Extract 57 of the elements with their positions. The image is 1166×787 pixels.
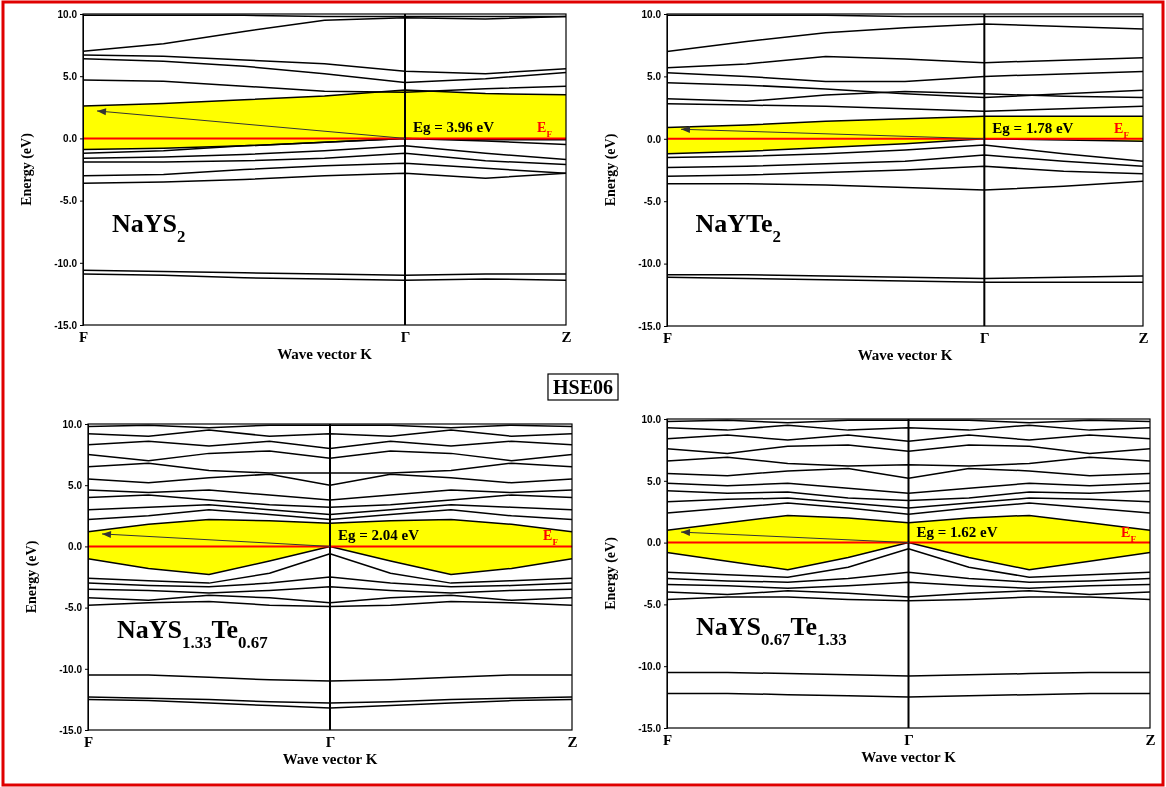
text: NaYS$_{2}$ (111, 208, 186, 246)
x-tick-label: F (83, 733, 94, 750)
text: NaYS$_{0.67}$Te$_{1.33}$ (695, 612, 847, 649)
x-tick-label: F (662, 329, 673, 346)
y-tick-label: 5.0 (647, 71, 662, 83)
y-tick-label: 0.0 (647, 133, 662, 145)
y-tick-label: -10.0 (638, 258, 662, 270)
y-tick-label: 0.0 (63, 133, 78, 145)
text: NaYTe$_{2}$ (695, 209, 782, 246)
x-tick-label: F (78, 328, 89, 345)
x-axis-title: Wave vector K (277, 346, 373, 362)
x-tick-label: F (662, 731, 673, 748)
y-tick-label: -15.0 (59, 724, 83, 736)
y-tick-label: 10.0 (57, 8, 78, 20)
x-tick-label: Γ (325, 733, 336, 750)
y-tick-label: -10.0 (59, 663, 83, 675)
y-tick-label: -5.0 (64, 602, 83, 614)
annotation: Eg = 1.62 eV (916, 523, 998, 540)
y-tick-label: -5.0 (643, 195, 662, 207)
annotation: Eg = 2.04 eV (338, 527, 420, 544)
y-tick-label: -15.0 (638, 320, 662, 332)
x-axis-title: Wave vector K (282, 751, 378, 767)
annotation: Eg = 3.96 eV (413, 119, 495, 136)
y-tick-label: 10.0 (641, 413, 662, 425)
y-tick-label: -5.0 (59, 195, 78, 207)
y-tick-label: -15.0 (638, 722, 662, 734)
x-tick-label: Z (567, 733, 578, 750)
y-axis-title: Energy (eV) (603, 133, 619, 207)
x-tick-label: Γ (400, 328, 411, 345)
y-tick-label: -10.0 (638, 660, 662, 672)
x-tick-label: Z (1138, 329, 1149, 346)
x-axis-title: Wave vector K (861, 749, 957, 765)
ref-line-label: E$_{F}$ (1114, 120, 1130, 140)
y-tick-label: 5.0 (63, 70, 78, 82)
text: HSE06 (552, 376, 614, 398)
ref-line-label: E$_{F}$ (543, 528, 559, 548)
annotation: Eg = 1.78 eV (992, 119, 1074, 136)
y-axis-title: Energy (eV) (24, 540, 40, 614)
y-tick-label: -5.0 (643, 599, 662, 611)
y-tick-label: 10.0 (641, 8, 662, 20)
y-tick-label: 5.0 (647, 475, 662, 487)
y-tick-label: 10.0 (62, 418, 83, 430)
y-tick-label: 0.0 (647, 537, 662, 549)
ref-line-label: E$_{F}$ (1121, 524, 1137, 544)
y-tick-label: 0.0 (68, 541, 83, 553)
x-tick-label: Z (561, 328, 572, 345)
x-tick-label: Γ (904, 731, 914, 748)
y-axis-title: Energy (eV) (603, 536, 619, 610)
y-tick-label: -15.0 (54, 319, 78, 331)
x-tick-label: Z (1145, 731, 1156, 748)
ref-line-label: E$_{F}$ (537, 120, 553, 140)
y-tick-label: 5.0 (68, 479, 83, 491)
x-tick-label: Γ (980, 329, 990, 346)
y-axis-title: Energy (eV) (19, 132, 35, 206)
y-tick-label: -10.0 (54, 257, 78, 269)
text: NaYS$_{1.33}$Te$_{0.67}$ (117, 615, 269, 652)
x-axis-title: Wave vector K (857, 347, 953, 363)
